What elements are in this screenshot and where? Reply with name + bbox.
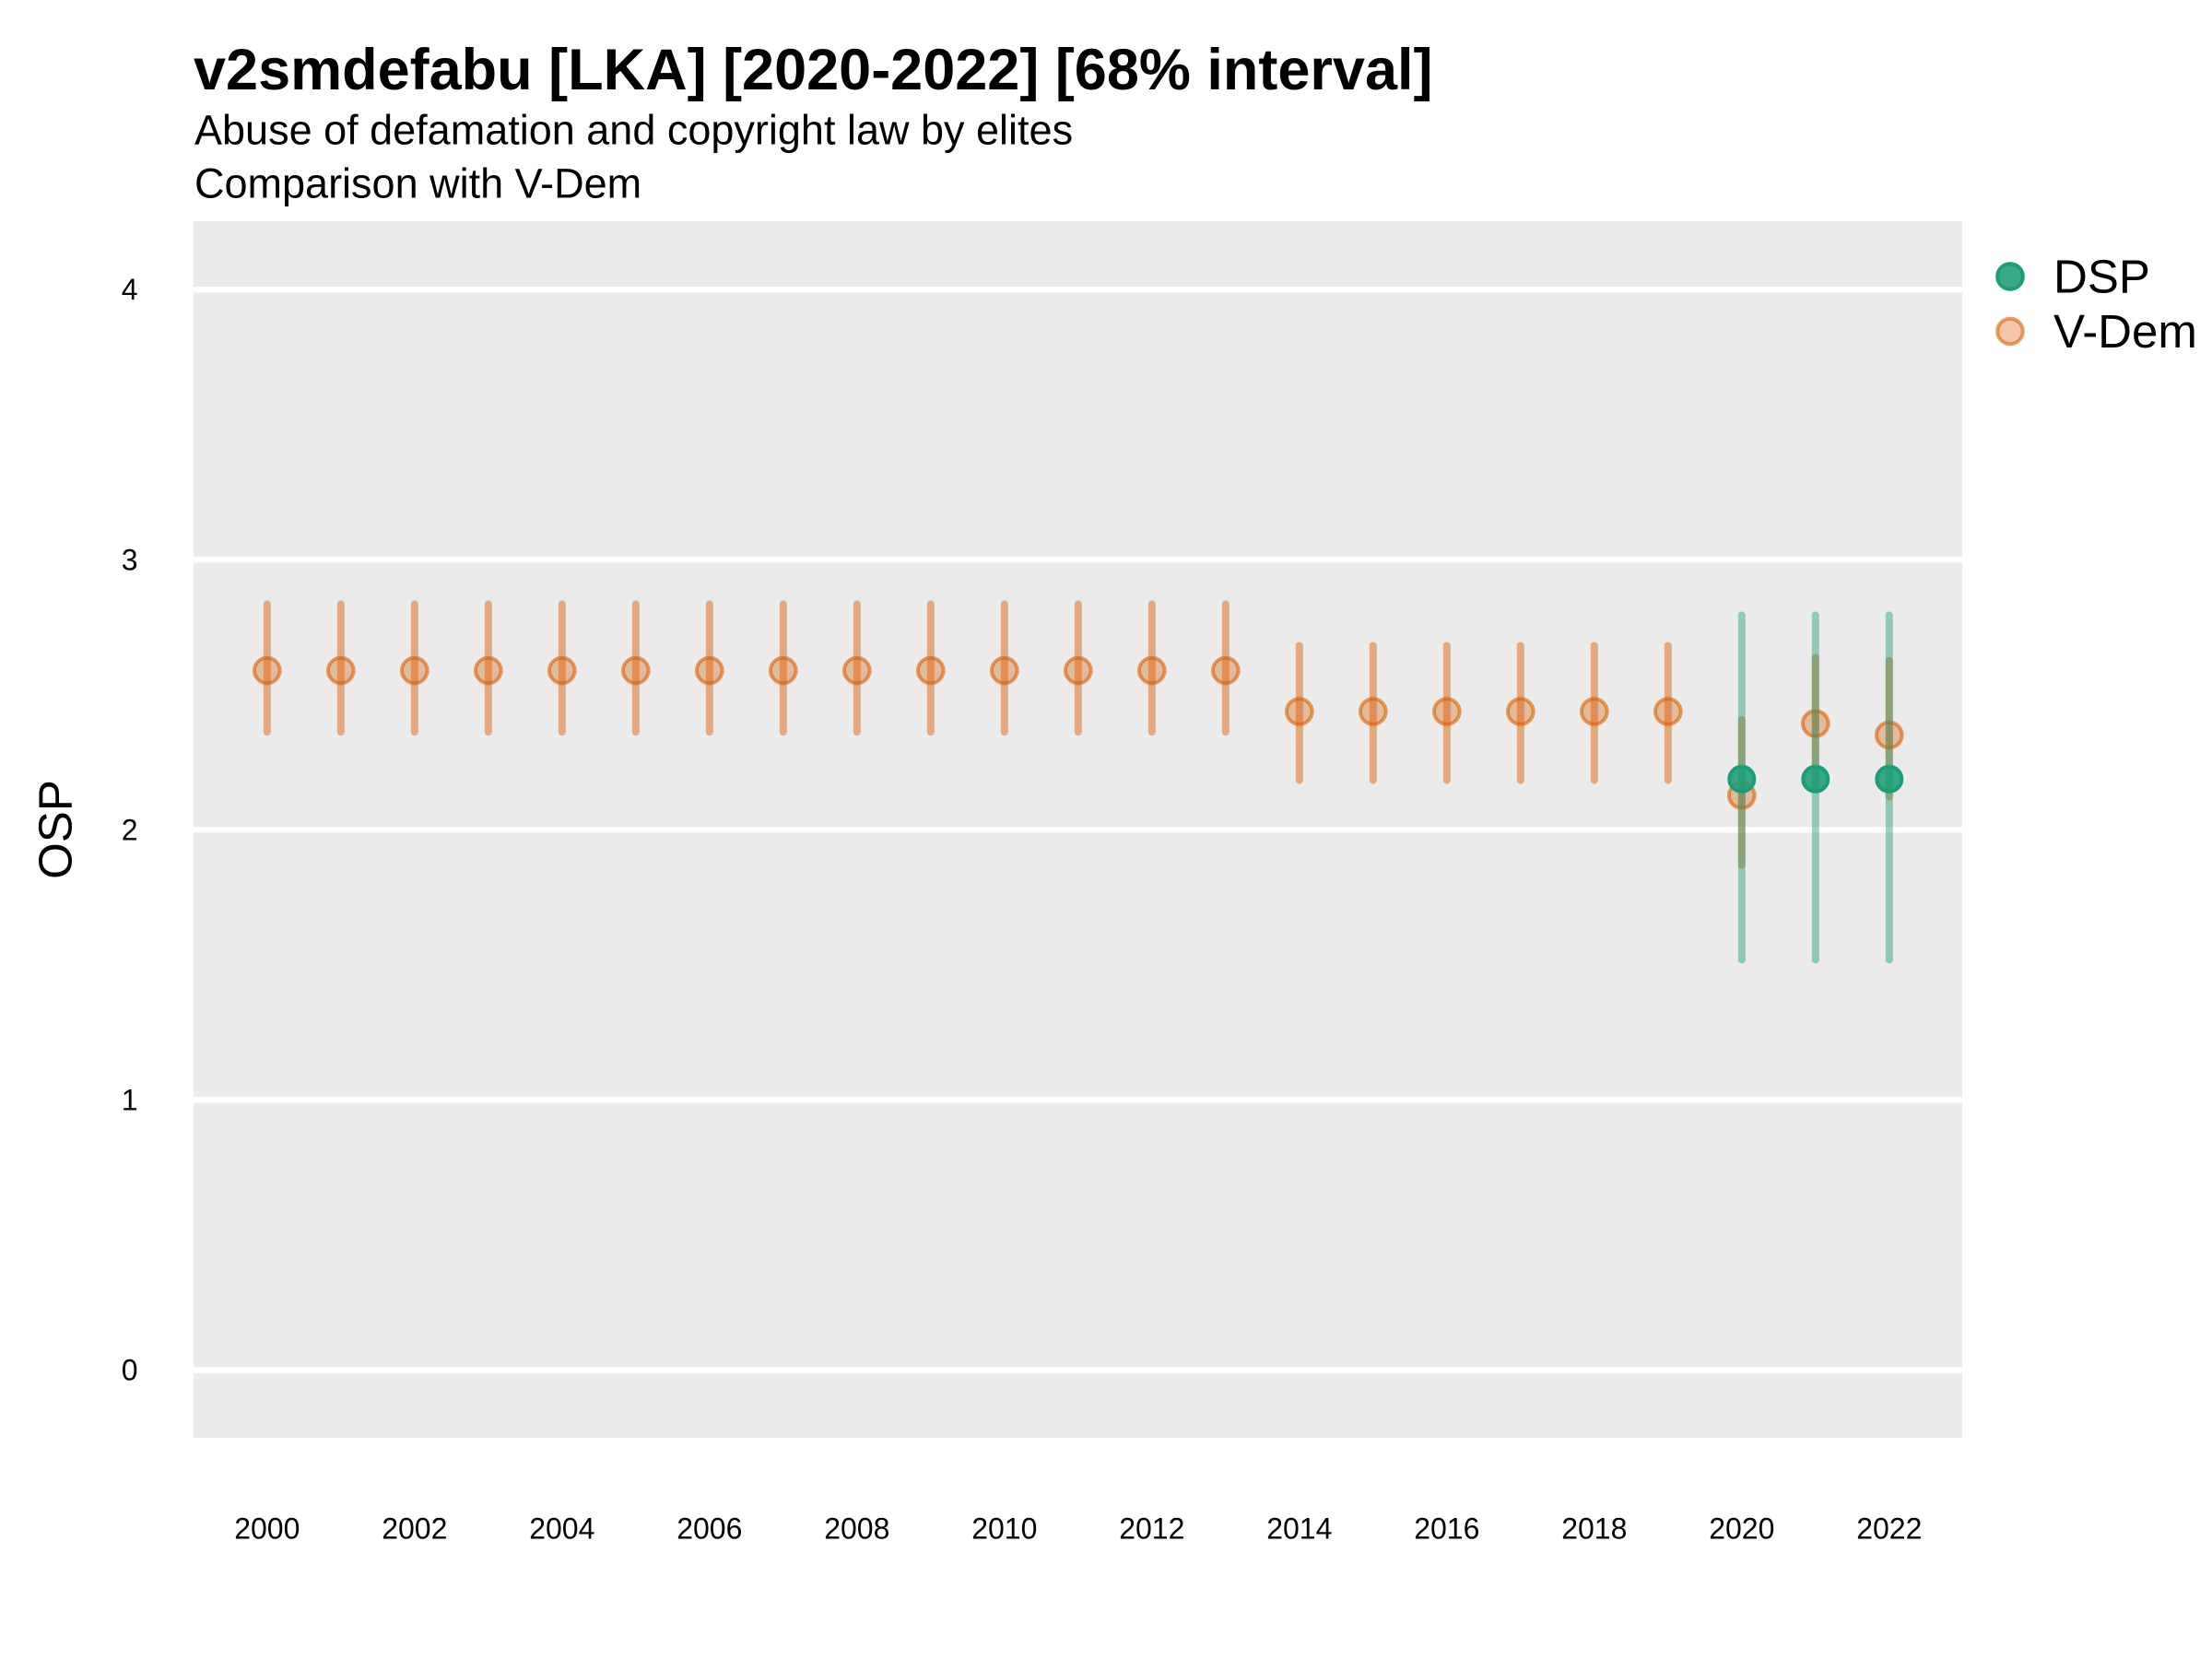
svg-text:2014: 2014 bbox=[1266, 1512, 1332, 1546]
svg-text:2016: 2016 bbox=[1414, 1512, 1479, 1546]
svg-text:2010: 2010 bbox=[971, 1512, 1037, 1546]
svg-text:2004: 2004 bbox=[529, 1512, 594, 1546]
svg-text:4: 4 bbox=[122, 273, 138, 306]
svg-text:2012: 2012 bbox=[1119, 1512, 1184, 1546]
svg-text:2020: 2020 bbox=[1709, 1512, 1774, 1546]
svg-text:2008: 2008 bbox=[824, 1512, 889, 1546]
svg-text:DSP: DSP bbox=[2053, 251, 2150, 303]
svg-text:v2smdefabu [LKA] [2020-2022] [: v2smdefabu [LKA] [2020-2022] [68% interv… bbox=[194, 38, 1432, 102]
svg-text:3: 3 bbox=[122, 543, 138, 576]
svg-text:2022: 2022 bbox=[1856, 1512, 1922, 1546]
svg-text:V-Dem: V-Dem bbox=[2053, 305, 2197, 358]
svg-text:Comparison with V-Dem: Comparison with V-Dem bbox=[194, 159, 641, 206]
svg-text:Abuse of defamation and copyri: Abuse of defamation and copyright law by… bbox=[194, 106, 1073, 153]
svg-text:0: 0 bbox=[122, 1354, 138, 1387]
svg-text:OSP: OSP bbox=[29, 780, 82, 879]
svg-text:2000: 2000 bbox=[234, 1512, 300, 1546]
svg-text:2002: 2002 bbox=[382, 1512, 447, 1546]
svg-text:2006: 2006 bbox=[677, 1512, 742, 1546]
svg-text:2: 2 bbox=[122, 813, 138, 846]
svg-text:2018: 2018 bbox=[1561, 1512, 1627, 1546]
svg-text:1: 1 bbox=[122, 1083, 138, 1116]
